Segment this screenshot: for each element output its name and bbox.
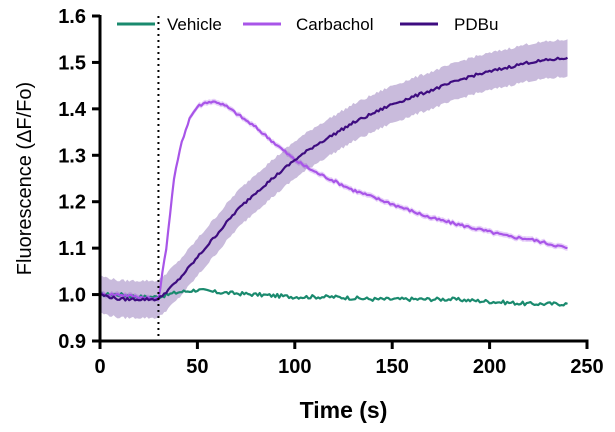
x-axis-title: Time (s) <box>300 397 388 423</box>
y-tick-label: 1.6 <box>58 6 86 28</box>
axes <box>92 14 589 349</box>
y-tick-label: 0.9 <box>58 331 86 353</box>
series-line-pdbu <box>99 56 568 302</box>
legend-label-vehicle: Vehicle <box>167 15 222 34</box>
x-tick-label: 50 <box>186 356 208 378</box>
x-tick-labels: 0 50 100 150 200 250 <box>94 356 603 378</box>
x-tick-label: 100 <box>278 356 311 378</box>
error-bands <box>100 39 568 320</box>
y-tick-labels: 0.9 1.0 1.1 1.2 1.3 1.4 1.5 1.6 <box>58 6 87 353</box>
y-tick-label: 1.4 <box>58 99 87 121</box>
error-band-pdbu <box>100 39 568 320</box>
x-tick-label: 200 <box>473 356 506 378</box>
y-axis-title: Fluorescence (ΔF/Fo) <box>14 82 36 275</box>
legend-label-pdbu: PDBu <box>454 15 498 34</box>
y-tick-label: 1.5 <box>58 52 86 74</box>
y-tick-label: 1.0 <box>58 285 86 307</box>
legend: Vehicle Carbachol PDBu <box>117 15 498 34</box>
series-line-carbachol <box>99 100 568 301</box>
series-lines <box>99 56 568 307</box>
legend-label-carbachol: Carbachol <box>296 15 374 34</box>
x-tick-label: 250 <box>570 356 603 378</box>
series-line-vehicle <box>99 288 568 307</box>
y-tick-label: 1.1 <box>58 238 86 260</box>
x-tick-label: 150 <box>376 356 409 378</box>
x-tick-label: 0 <box>94 356 105 378</box>
y-tick-label: 1.2 <box>58 192 86 214</box>
y-tick-label: 1.3 <box>58 145 86 167</box>
